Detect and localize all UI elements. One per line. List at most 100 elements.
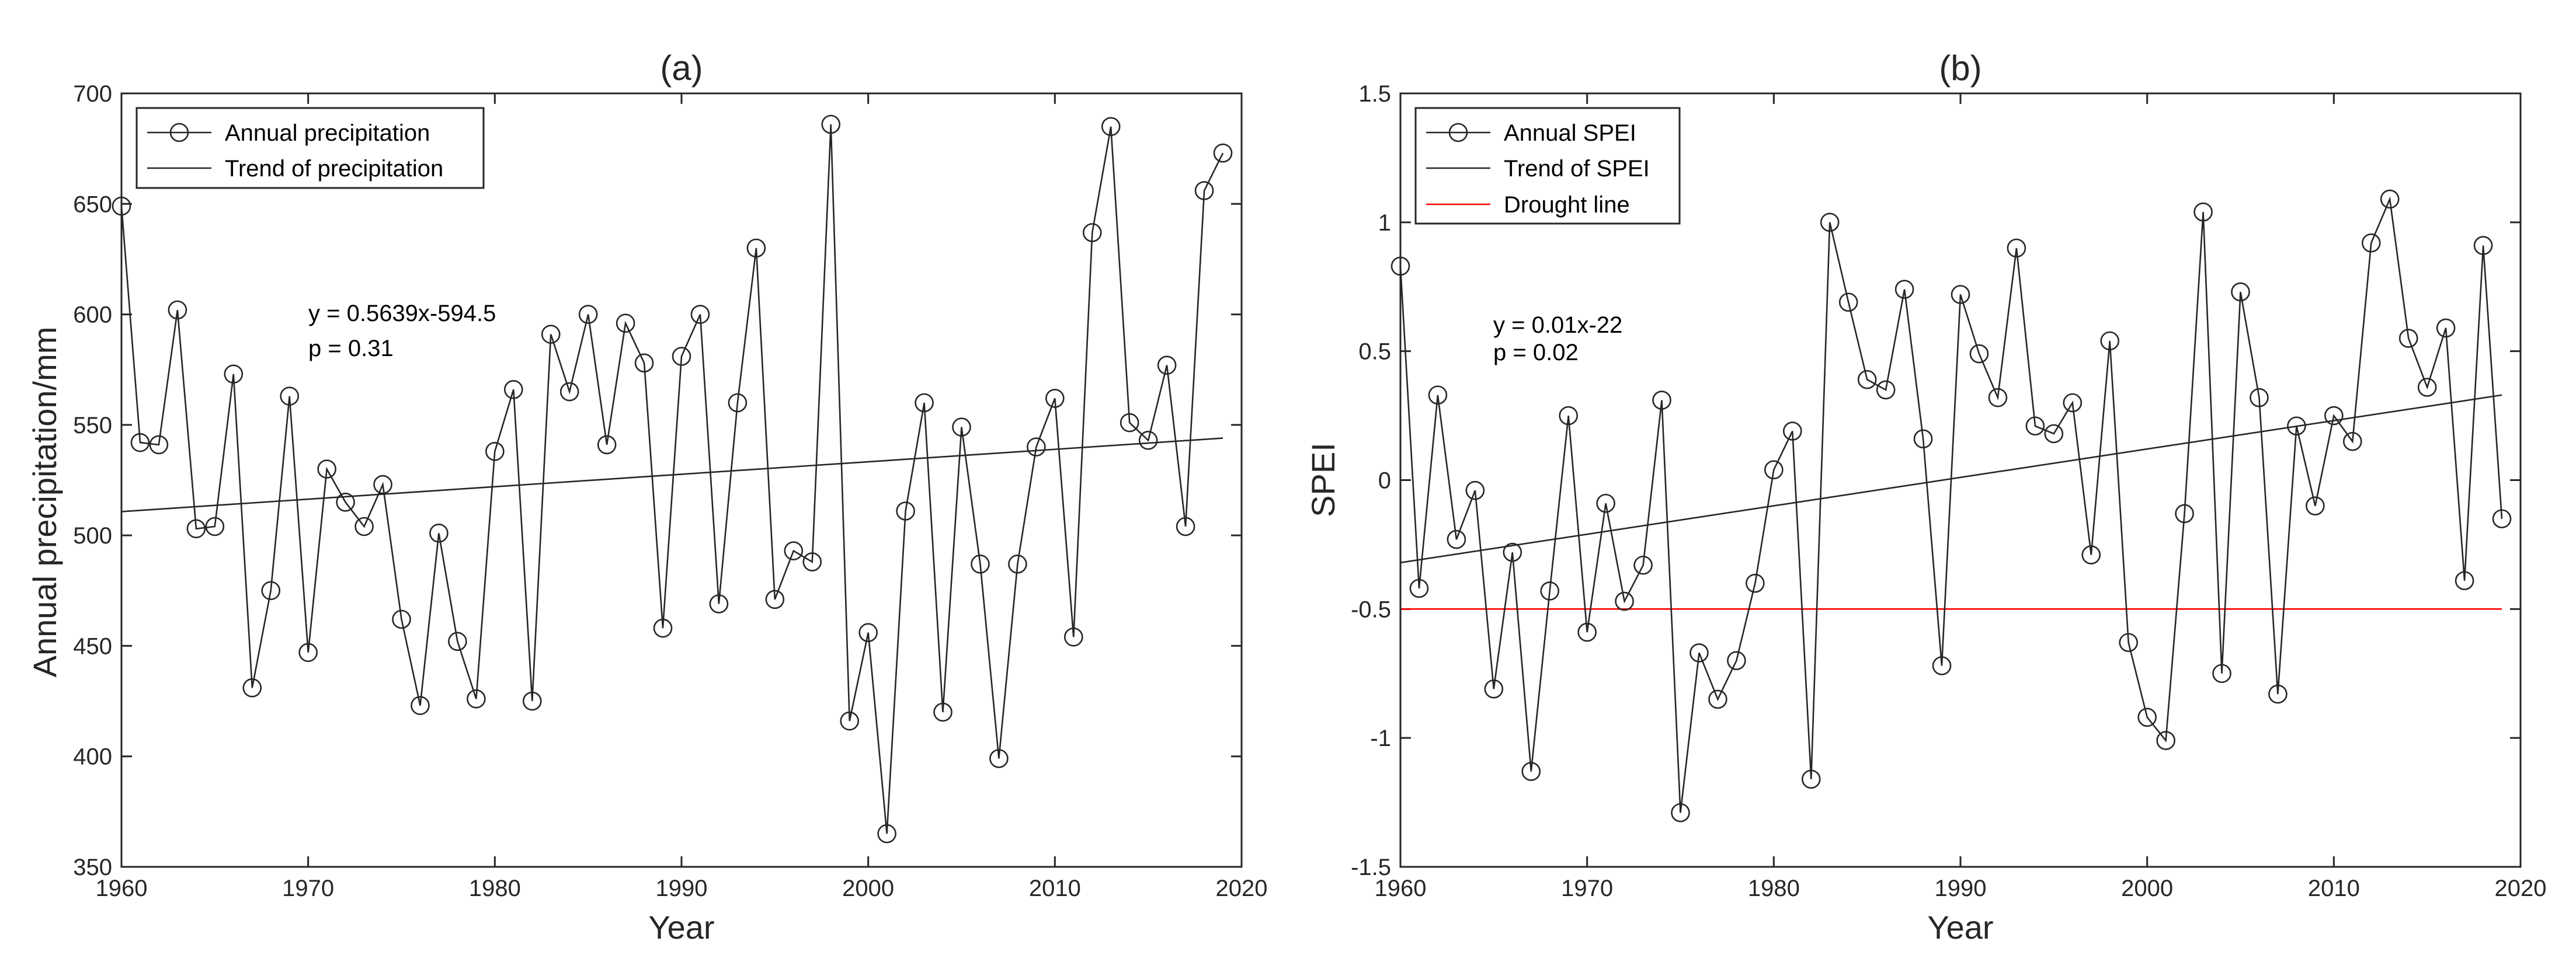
x-tick-label: 2010 <box>1029 876 1081 901</box>
data-point <box>1876 380 1896 400</box>
data-point <box>746 238 766 258</box>
y-tick-label: 600 <box>73 302 112 328</box>
data-point <box>1615 591 1634 611</box>
data-point <box>1157 355 1177 375</box>
data-point <box>1783 421 1802 441</box>
y-tick-label: 700 <box>73 81 112 107</box>
data-point <box>2398 329 2418 348</box>
data-point <box>616 313 635 333</box>
data-point <box>1559 406 1578 426</box>
data-point <box>989 749 1009 768</box>
data-point <box>2436 318 2456 338</box>
data-point <box>1988 388 2008 407</box>
data-point <box>840 711 859 731</box>
data-point <box>971 555 990 574</box>
data-point <box>1932 656 1952 675</box>
y-tick-label: 450 <box>73 633 112 659</box>
y-tick-label: 0 <box>1378 468 1391 494</box>
series-line <box>1399 196 2503 813</box>
data-point <box>653 618 673 638</box>
data-point <box>205 517 225 536</box>
data-point <box>2156 731 2175 750</box>
data-point <box>2231 282 2250 302</box>
data-point <box>2361 233 2381 253</box>
data-point <box>2380 189 2400 209</box>
data-point <box>933 702 952 722</box>
x-tick-label: 1960 <box>1375 876 1427 901</box>
data-point <box>130 433 150 452</box>
data-point <box>765 590 785 609</box>
x-tick-label: 2010 <box>2308 876 2360 901</box>
x-tick-label: 2020 <box>2495 876 2547 901</box>
data-point <box>2212 664 2231 684</box>
data-point <box>2081 545 2101 564</box>
data-point <box>1027 437 1046 457</box>
data-point <box>690 305 710 324</box>
data-point <box>522 691 542 711</box>
legend-label-annual-precipitation: Annual precipitation <box>225 120 430 146</box>
panel-a-trend <box>121 437 1223 513</box>
y-tick-label: 1 <box>1378 210 1391 236</box>
panel-a-title: (a) <box>660 48 703 88</box>
y-tick-label: 0.5 <box>1358 339 1391 365</box>
data-point <box>485 441 505 461</box>
legend-label-trend-spei: Trend of SPEI <box>1504 156 1650 182</box>
x-tick-label: 1970 <box>282 876 334 901</box>
data-point <box>634 353 654 373</box>
data-point <box>1503 542 1522 562</box>
data-point <box>1064 627 1083 647</box>
data-point <box>1671 803 1690 822</box>
data-point <box>1838 292 1858 312</box>
data-point <box>1894 280 1914 299</box>
data-point <box>1213 143 1233 163</box>
data-point <box>1820 212 1840 232</box>
data-point <box>2268 684 2288 704</box>
data-point <box>354 517 374 536</box>
data-point <box>1428 385 1448 405</box>
data-point <box>1633 555 1653 575</box>
panel-a-pvalue: p = 0.31 <box>308 336 394 361</box>
panel-b-ylabel: SPEI <box>1305 442 1341 517</box>
panel-b-pvalue: p = 0.02 <box>1493 340 1579 365</box>
legend-label-trend-precipitation: Trend of precipitation <box>225 156 443 182</box>
panel-a: (a) Annual precipitation/mm Year 1960 197… <box>26 48 1267 946</box>
data-point <box>1082 223 1102 242</box>
data-point <box>336 493 355 512</box>
x-tick-label: 1960 <box>96 876 148 901</box>
series-line <box>120 124 1224 834</box>
legend-label-drought-line: Drought line <box>1504 192 1630 218</box>
data-point <box>2193 202 2213 222</box>
data-point <box>2492 509 2512 529</box>
data-point <box>429 524 449 543</box>
data-point <box>280 386 300 406</box>
panel-b-ticks: 1960 1970 1980 1990 2000 2010 2020 -1.5 -1 -0.5 0 0… <box>1351 81 2546 901</box>
panel-b-xlabel: Year <box>1927 909 1993 946</box>
data-point <box>1596 493 1615 513</box>
panel-a-xlabel: Year <box>648 909 714 946</box>
data-point <box>1951 285 1970 304</box>
panel-a-series <box>112 114 1233 843</box>
data-point <box>915 393 934 413</box>
data-point <box>392 609 411 629</box>
data-point <box>802 552 822 571</box>
x-tick-label: 1990 <box>656 876 708 901</box>
panel-a-axes-box <box>120 92 1243 868</box>
data-point <box>1689 643 1709 663</box>
data-point <box>2473 236 2493 255</box>
data-point <box>1465 480 1485 500</box>
data-point <box>1746 573 1765 593</box>
y-tick-label: 550 <box>73 413 112 438</box>
legend-marker-annual-precipitation <box>169 123 189 142</box>
data-point <box>952 417 971 437</box>
panel-a-equation: y = 0.5639x-594.5 <box>308 301 496 326</box>
panel-b-title: (b) <box>1939 48 1981 88</box>
data-point <box>2063 393 2083 413</box>
data-point <box>1101 117 1121 137</box>
data-point <box>1409 578 1429 598</box>
data-point <box>503 379 523 399</box>
data-point <box>2025 416 2045 436</box>
data-point <box>1484 679 1504 699</box>
legend-marker-annual-spei <box>1448 123 1468 142</box>
y-tick-label: -0.5 <box>1351 597 1391 622</box>
data-point <box>2044 424 2064 444</box>
